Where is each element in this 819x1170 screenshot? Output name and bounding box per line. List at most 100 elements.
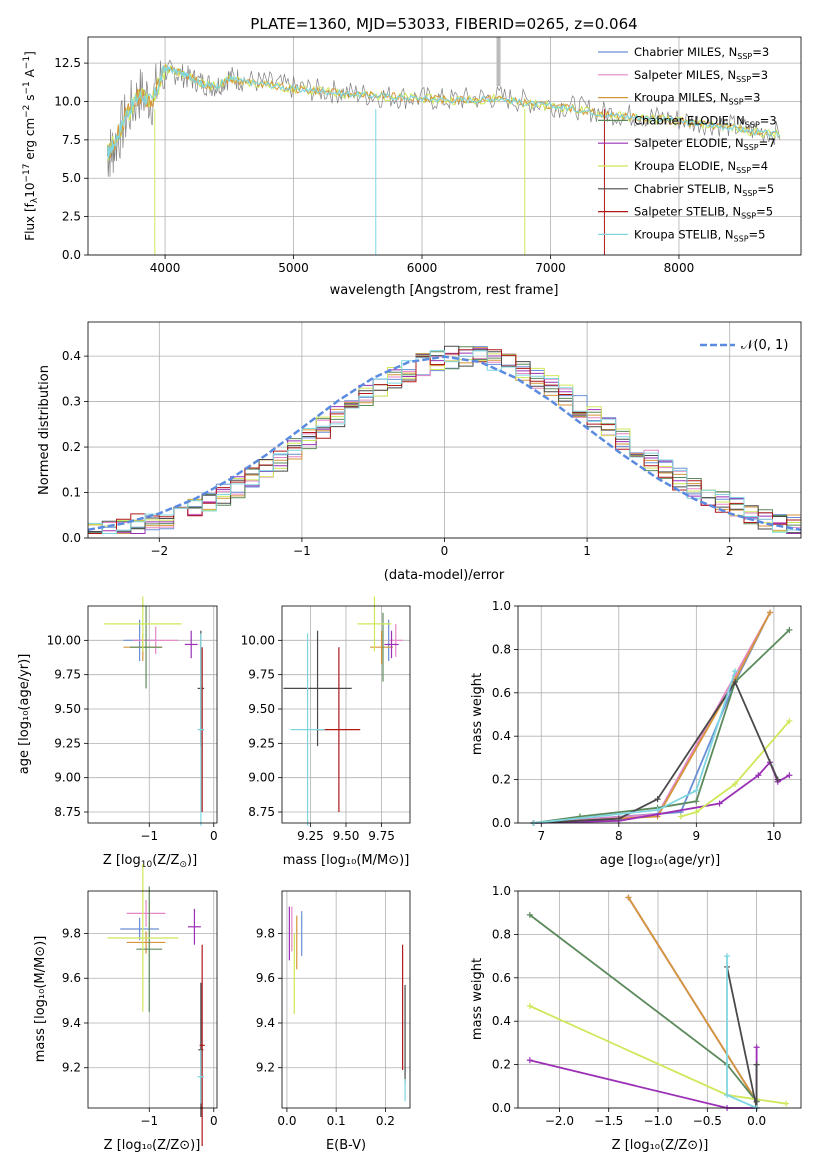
x-tick-label: −1	[293, 544, 311, 558]
weight-line-salpeter_miles	[533, 612, 771, 824]
weight-vs-z-x-label: Z [log₁₀(Z/Z⊙)]	[612, 1138, 709, 1153]
weight-vs-z-x-ticks: −2.0 −1.5 −1.0 −0.5 0.0	[545, 1108, 766, 1128]
spectrum-x-ticks: 4000 5000 6000 7000 8000	[150, 255, 694, 275]
weight-vs-z-frame	[517, 890, 802, 1109]
legend-label: Chabrier ELODIE, NSSP=3	[634, 113, 777, 129]
legend-label: Salpeter MILES, NSSP=3	[634, 68, 768, 84]
weight-marker-chabrier_stelib	[654, 796, 661, 803]
legend-label: Kroupa ELODIE, NSSP=4	[634, 159, 768, 175]
y-tick-label: 0.4	[492, 729, 511, 743]
x-tick-label: 0.0	[747, 1114, 766, 1128]
mass-vs-z-x-ticks: −1 0	[140, 1108, 218, 1128]
y-tick-label: 7.5	[62, 133, 81, 147]
x-tick-label: 0	[210, 1114, 218, 1128]
weight-marker-kroupa_stelib	[654, 806, 661, 813]
weight-line-chabrier_elodie	[533, 629, 791, 824]
age-vs-z-frame	[87, 605, 218, 824]
mass-vs-ebv-x-ticks: 0.0 0.1 0.2	[277, 1108, 395, 1128]
y-tick-label: 0.4	[62, 349, 81, 363]
y-tick-label: 9.4	[256, 1016, 275, 1030]
spectrum-y-ticks: 0.0 2.5 5.0 7.5 10.0 12.5	[54, 56, 88, 262]
x-tick-label: −2	[150, 544, 168, 558]
x-tick-label: 7	[537, 829, 545, 843]
y-tick-label: 9.25	[248, 736, 275, 750]
y-tick-label: 0.1	[62, 486, 81, 500]
x-tick-label: 2	[726, 544, 734, 558]
weight-marker-kroupa_stelib	[724, 953, 731, 960]
histogram-steps-chabrier_miles	[88, 346, 801, 534]
histogram-legend: 𝒩(0, 1)	[700, 338, 788, 353]
weight-vs-age-plot-area	[518, 605, 801, 826]
weight-vs-z-plot-area	[518, 890, 801, 1111]
weight-marker-chabrier_stelib	[732, 678, 739, 685]
x-tick-label: 10	[766, 829, 781, 843]
x-tick-label: 9.50	[333, 829, 360, 843]
legend-label: Kroupa STELIB, NSSP=5	[634, 227, 765, 243]
weight-marker-kroupa_elodie	[783, 1100, 790, 1107]
y-tick-label: 0.0	[62, 248, 81, 262]
y-tick-label: 9.00	[248, 771, 275, 785]
y-tick-label: 0.8	[492, 927, 511, 941]
x-tick-label: 0	[441, 544, 449, 558]
x-tick-label: 8	[615, 829, 623, 843]
spectrum-frame	[87, 36, 802, 256]
weight-marker-chabrier_elodie	[786, 626, 793, 633]
weight-vs-age-x-ticks: 7 8 9 10	[537, 823, 782, 843]
mass-vs-z-y-ticks: 9.2 9.4 9.6 9.8	[62, 927, 88, 1075]
y-tick-label: 0.2	[492, 1058, 511, 1072]
y-tick-label: 0.8	[492, 642, 511, 656]
weight-line-chabrier_miles	[533, 612, 771, 824]
age-vs-mass-x-label: mass [log₁₀(M/M⊙)]	[283, 853, 410, 868]
y-tick-label: 9.50	[54, 702, 81, 716]
spectrum-y-label: Flux [fλ10−17 erg cm−2 s−1 A−1]	[22, 51, 40, 241]
mass-vs-ebv-frame	[281, 890, 411, 1109]
x-tick-label: 9	[693, 829, 701, 843]
spectrum-title: PLATE=1360, MJD=53033, FIBERID=0265, z=0…	[250, 15, 637, 33]
y-tick-label: 10.00	[241, 633, 275, 647]
weight-marker-kroupa_stelib	[732, 668, 739, 675]
weight-marker-kroupa_elodie	[786, 718, 793, 725]
weight-marker-chabrier_elodie	[693, 798, 700, 805]
y-tick-label: 0.2	[62, 440, 81, 454]
mass-vs-z-frame	[87, 890, 218, 1109]
mass-vs-ebv-y-ticks: 9.2 9.4 9.6 9.8	[256, 927, 282, 1075]
y-tick-label: 0.6	[492, 971, 511, 985]
weight-marker-salpeter_elodie	[755, 772, 762, 779]
x-tick-label: 0.1	[327, 1114, 346, 1128]
weight-vs-z-y-label: mass weight	[470, 958, 485, 1040]
histogram-x-label: (data-model)/error	[384, 568, 505, 583]
age-vs-z-x-ticks: −1 0	[140, 823, 218, 843]
y-tick-label: 9.75	[248, 668, 275, 682]
x-tick-label: −1	[140, 829, 158, 843]
spectrum-data-line	[106, 59, 781, 177]
weight-marker-kroupa_elodie	[677, 813, 684, 820]
weight-marker-chabrier_elodie	[526, 911, 533, 918]
y-tick-label: 1.0	[492, 884, 511, 898]
weight-marker-kroupa_miles	[766, 609, 773, 616]
x-tick-label: 1	[583, 544, 591, 558]
weight-line-chabrier_elodie	[529, 914, 758, 1103]
age-vs-z-plot-area	[88, 596, 217, 826]
y-tick-label: 0.0	[492, 816, 511, 830]
histogram-steps-kroupa_elodie	[88, 353, 801, 532]
legend-label: Salpeter STELIB, NSSP=5	[634, 205, 773, 221]
histogram-y-ticks: 0.0 0.1 0.2 0.3 0.4	[62, 349, 88, 545]
y-tick-label: 1.0	[492, 599, 511, 613]
x-tick-label: 5000	[278, 261, 309, 275]
y-tick-label: 9.75	[54, 668, 81, 682]
histogram-x-ticks: −2 −1 0 1 2	[150, 538, 734, 558]
y-tick-label: 2.5	[62, 210, 81, 224]
y-tick-label: 9.2	[62, 1061, 81, 1075]
weight-line-chabrier_stelib	[726, 966, 758, 1109]
weight-vs-age-y-ticks: 0.0 0.2 0.4 0.6 0.8 1.0	[492, 599, 518, 830]
y-tick-label: 9.50	[248, 702, 275, 716]
weight-line-kroupa_miles	[533, 612, 771, 824]
x-tick-label: −2.0	[545, 1114, 574, 1128]
mass-vs-z-plot-area	[88, 864, 217, 1147]
y-tick-label: 9.8	[62, 927, 81, 941]
y-tick-label: 12.5	[54, 56, 81, 70]
normal-curve	[87, 355, 802, 532]
x-tick-label: 9.75	[368, 829, 395, 843]
weight-vs-age-frame	[517, 605, 802, 824]
age-vs-z-y-ticks: 8.75 9.00 9.25 9.50 9.75 10.00	[47, 633, 88, 819]
